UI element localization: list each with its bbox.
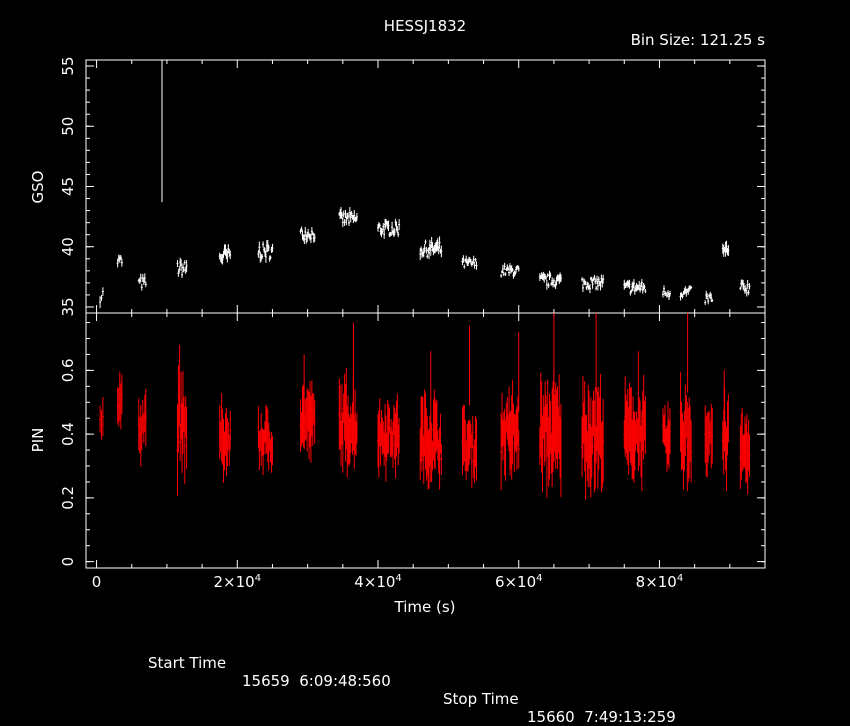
gso-segment <box>679 285 693 301</box>
time-range-footer: Start Time 15659 6:09:48:560 Stop Time 1… <box>0 636 850 726</box>
x-tick-label: 4×104 <box>354 573 402 591</box>
pin-segment <box>419 389 443 490</box>
bin-size-label: Bin Size: 121.25 s <box>631 31 766 49</box>
pin-segment <box>299 380 316 463</box>
gso-segment <box>99 287 104 309</box>
stop-time-label: Stop Time <box>443 690 519 708</box>
gso-segment <box>116 254 123 268</box>
gso-ytick-label: 40 <box>59 237 77 256</box>
pin-segment <box>679 372 693 492</box>
gso-segment <box>419 236 443 261</box>
x-axis-label: Time (s) <box>394 598 456 616</box>
gso-segment <box>739 279 751 297</box>
start-time-value: 15659 6:09:48:560 <box>242 672 391 690</box>
stop-time-value: 15660 7:49:13:259 <box>527 708 676 726</box>
x-tick-exponent: 4 <box>536 573 542 584</box>
gso-segment <box>377 218 401 240</box>
pin-panel: 0 0.2 0.4 0.6 0 2×104 4×104 6×104 8×104 <box>59 312 766 591</box>
pin-ytick-label: 0.6 <box>59 358 77 382</box>
pin-segment <box>461 404 478 488</box>
gso-ytick-label: 35 <box>59 297 77 316</box>
gso-ytick-label: 55 <box>59 56 77 75</box>
pin-ytick-label: 0 <box>59 557 77 567</box>
gso-segment <box>257 240 274 263</box>
pin-segment <box>176 365 188 496</box>
gso-axis-label: GSO <box>29 171 47 204</box>
gso-panel: 35 40 45 50 55 <box>59 56 766 317</box>
pin-segment <box>338 368 358 478</box>
gso-segment <box>500 262 520 279</box>
pin-segment <box>704 403 714 478</box>
gso-segment <box>581 274 605 294</box>
x-tick-label: 8×104 <box>636 573 684 591</box>
pin-segment <box>377 393 401 482</box>
gso-segment <box>704 290 714 305</box>
x-tick-label: 2×104 <box>213 573 261 591</box>
pin-segment <box>257 404 274 475</box>
gso-ytick-label: 50 <box>59 117 77 136</box>
pin-axis-label: PIN <box>29 428 47 453</box>
gso-segment <box>218 244 232 265</box>
pin-segment <box>721 386 730 491</box>
gso-segment <box>661 285 672 301</box>
gso-ytick-label: 45 <box>59 177 77 196</box>
pin-segment <box>581 373 605 500</box>
x-tick-exponent: 4 <box>255 573 261 584</box>
gso-segment <box>299 226 316 245</box>
start-time-label: Start Time <box>148 654 227 672</box>
gso-segment <box>176 257 188 279</box>
pin-segment <box>500 380 520 491</box>
light-curve-figure: HESSJ1832 Bin Size: 121.25 s 3540455055 … <box>29 17 766 616</box>
pin-segment <box>99 397 104 440</box>
pin-segment <box>137 388 147 467</box>
chart-title: HESSJ1832 <box>384 17 466 35</box>
pin-segment <box>218 392 232 483</box>
pin-frame <box>85 312 766 569</box>
x-tick-label: 6×104 <box>495 573 543 591</box>
x-tick-exponent: 4 <box>677 573 683 584</box>
x-tick-label: 0 <box>92 573 102 591</box>
gso-segment <box>538 270 562 290</box>
pin-ytick-label: 0.4 <box>59 422 77 446</box>
gso-segment <box>137 273 147 291</box>
gso-segment <box>338 207 358 227</box>
x-tick-exponent: 4 <box>395 573 401 584</box>
pin-segment <box>116 371 123 430</box>
pin-segment <box>661 401 672 472</box>
gso-segment <box>721 240 730 257</box>
gso-frame <box>85 59 766 314</box>
gso-segment <box>623 279 647 296</box>
gso-segment <box>461 255 478 270</box>
pin-segment <box>538 368 562 498</box>
pin-segment <box>623 374 647 492</box>
pin-segment <box>739 408 751 495</box>
pin-ytick-label: 0.2 <box>59 486 77 510</box>
